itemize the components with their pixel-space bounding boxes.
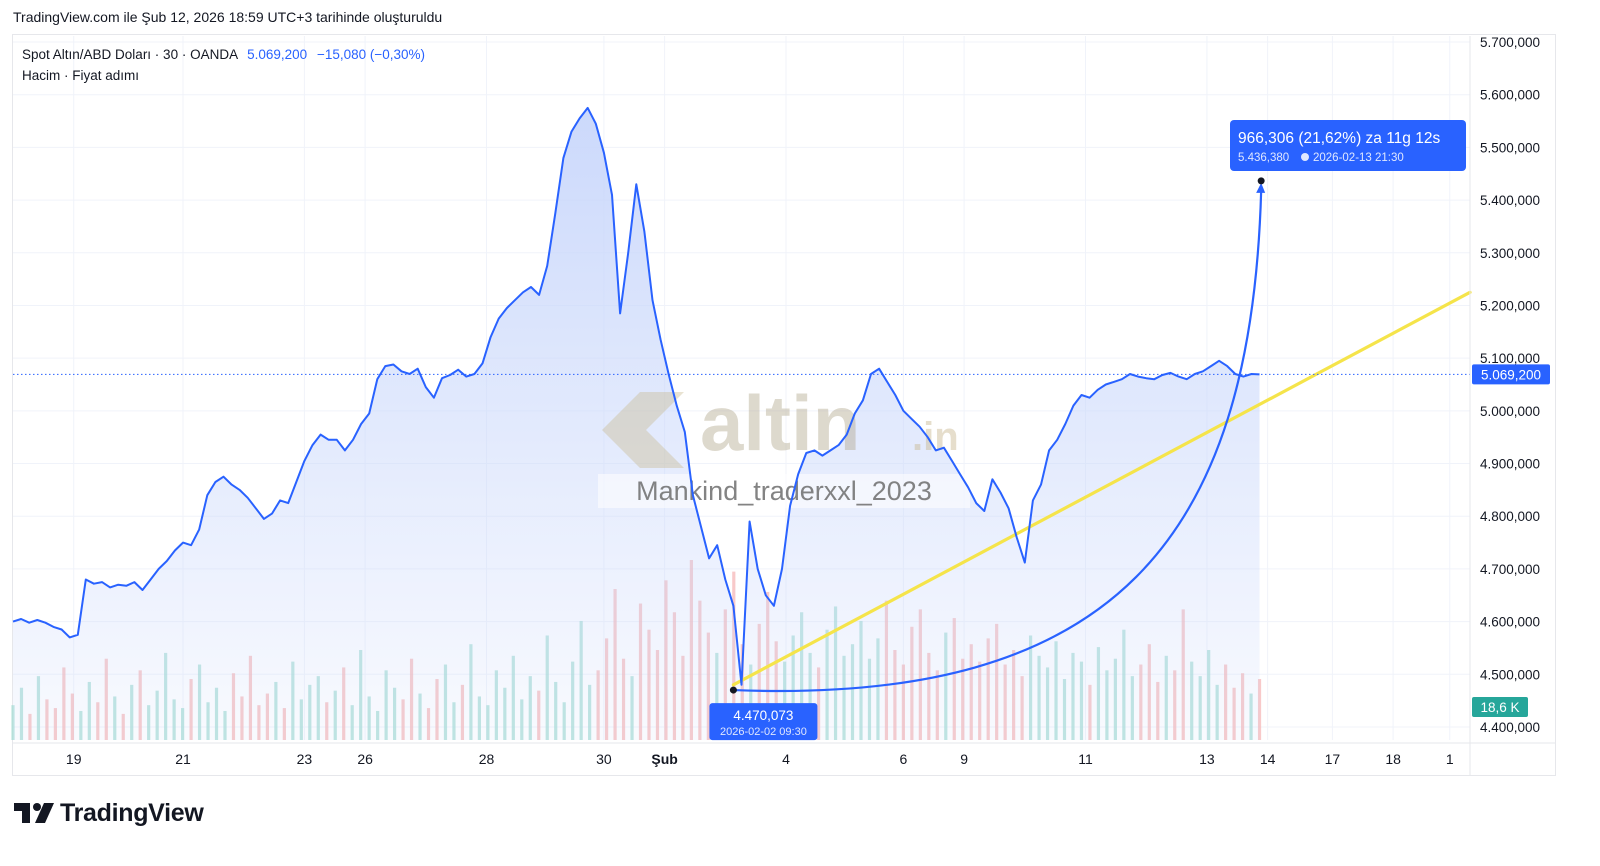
x-axis-tick-label: 26 <box>357 751 373 767</box>
last-price-axis-tag[interactable] <box>1472 364 1550 385</box>
x-axis-tick-label: 28 <box>479 751 495 767</box>
x-axis-tick-label: 21 <box>175 751 191 767</box>
volume-bar <box>1257 679 1262 740</box>
x-axis-tick-label: 30 <box>596 751 612 767</box>
x-axis-tick-label: 9 <box>960 751 968 767</box>
x-axis-tick-label: 11 <box>1078 751 1093 767</box>
y-axis-tick-label: 4.800,000 <box>1480 509 1540 524</box>
x-axis-tick-label: 4 <box>782 751 790 767</box>
legend-symbol-row[interactable]: Spot Altın/ABD Doları · 30 · OANDA 5.069… <box>22 44 425 65</box>
legend-change: −15,080 (−0,30%) <box>316 47 426 62</box>
projection-arrow-icon <box>1256 182 1266 193</box>
projection-point-marker[interactable] <box>1257 177 1265 185</box>
low-point-marker[interactable] <box>729 686 737 694</box>
low-price-tag-time: 2026-02-02 09:30 <box>720 726 807 738</box>
chart-frame[interactable] <box>12 34 1556 776</box>
y-axis-tick-label: 5.400,000 <box>1480 193 1540 208</box>
x-axis-tick-label: 19 <box>66 751 82 767</box>
x-axis-tick-label: 23 <box>297 751 313 767</box>
projection-tag <box>1230 120 1466 171</box>
legend-indicators[interactable]: Hacim · Fiyat adımı <box>22 68 140 83</box>
legend-symbol[interactable]: Spot Altın/ABD Doları · 30 · OANDA <box>22 47 238 62</box>
y-axis-tick-label: 4.700,000 <box>1480 562 1540 577</box>
y-axis-tick-label: 4.900,000 <box>1480 457 1540 472</box>
x-axis-tick-label: 17 <box>1325 751 1341 767</box>
x-axis-tick-label: 1 <box>1446 751 1454 767</box>
y-axis-tick-label: 5.500,000 <box>1480 140 1540 155</box>
low-price-tag-value: 4.470,073 <box>733 708 793 723</box>
projection-tag-price: 5.436,380 <box>1238 152 1289 164</box>
watermark-user-backdrop <box>598 474 970 508</box>
y-axis-tick-label: 5.300,000 <box>1480 246 1540 261</box>
projection-tag-main: 966,306 (21,62%) za 11g 12s <box>1238 130 1440 147</box>
footer-branding: TradingView <box>14 796 204 830</box>
trend-line[interactable] <box>731 290 1472 687</box>
y-axis-tick-label: 4.400,000 <box>1480 720 1540 735</box>
watermark-user-text: Mankind_traderxxl_2023 <box>636 476 932 506</box>
last-price-axis-tag-label: 5.069,200 <box>1481 367 1541 382</box>
watermark-logo-suffix: .in <box>912 415 959 459</box>
y-axis-tick-label: 5.600,000 <box>1480 88 1540 103</box>
watermark-logo-text: altin <box>700 379 860 467</box>
snapshot-caption: TradingView.com ile Şub 12, 2026 18:59 U… <box>13 9 443 25</box>
x-axis-tick-label: 18 <box>1385 751 1401 767</box>
y-axis-tick-label: 5.700,000 <box>1480 35 1540 50</box>
volume-axis-tag-label: 18,6 K <box>1480 700 1519 715</box>
x-axis-tick-label: 6 <box>899 751 907 767</box>
legend-last-value: 5.069,200 <box>247 47 308 62</box>
clock-icon <box>1301 153 1309 161</box>
tradingview-logo-icon <box>14 803 54 823</box>
x-axis-tick-label: 13 <box>1199 751 1215 767</box>
y-axis-tick-label: 4.600,000 <box>1480 615 1540 630</box>
low-price-tag <box>709 703 818 741</box>
y-axis-tick-label: 4.500,000 <box>1480 667 1540 682</box>
watermark-chevron-icon <box>602 392 684 468</box>
y-axis-tick-label: 5.100,000 <box>1480 351 1540 366</box>
x-axis-tick-label: Şub <box>651 751 677 767</box>
price-area-fill <box>13 107 1260 740</box>
y-axis-tick-label: 5.000,000 <box>1480 404 1540 419</box>
x-axis-tick-label: 14 <box>1260 751 1276 767</box>
projection-curve[interactable] <box>733 190 1263 693</box>
projection-tag-time: 2026-02-13 21:30 <box>1313 152 1404 164</box>
price-line[interactable] <box>12 106 1260 686</box>
volume-axis-tag[interactable] <box>1472 697 1528 717</box>
tradingview-wordmark: TradingView <box>60 798 204 827</box>
chart-legend: Spot Altın/ABD Doları · 30 · OANDA 5.069… <box>22 44 425 86</box>
y-axis-tick-label: 5.200,000 <box>1480 298 1540 313</box>
